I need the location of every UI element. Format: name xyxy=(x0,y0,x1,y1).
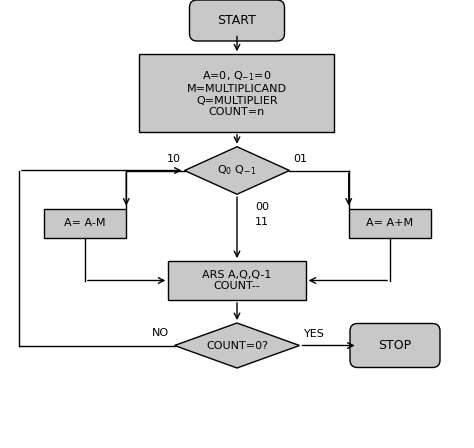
Text: STOP: STOP xyxy=(378,339,411,352)
Text: NO: NO xyxy=(152,327,170,337)
Text: 01: 01 xyxy=(293,154,308,164)
Bar xyxy=(349,208,431,237)
FancyBboxPatch shape xyxy=(350,323,440,367)
Text: A=0, Q$_{-1}$=0
M=MULTIPLICAND
Q=MULTIPLIER
COUNT=n: A=0, Q$_{-1}$=0 M=MULTIPLICAND Q=MULTIPL… xyxy=(187,69,287,117)
Text: Q$_0$ Q$_{-1}$: Q$_0$ Q$_{-1}$ xyxy=(218,164,256,177)
Polygon shape xyxy=(174,323,300,368)
Polygon shape xyxy=(184,147,290,194)
Text: 00: 00 xyxy=(255,202,269,212)
Bar xyxy=(139,54,335,132)
Text: START: START xyxy=(218,14,256,27)
Text: A= A+M: A= A+M xyxy=(366,218,413,228)
Text: 11: 11 xyxy=(255,217,269,227)
Bar xyxy=(44,208,126,237)
Text: COUNT=0?: COUNT=0? xyxy=(206,340,268,350)
Text: 10: 10 xyxy=(166,154,181,164)
Text: YES: YES xyxy=(303,329,324,339)
Bar xyxy=(168,261,306,300)
Text: ARS A,Q,Q-1
COUNT--: ARS A,Q,Q-1 COUNT-- xyxy=(202,270,272,291)
FancyBboxPatch shape xyxy=(190,0,284,41)
Text: A= A-M: A= A-M xyxy=(64,218,106,228)
